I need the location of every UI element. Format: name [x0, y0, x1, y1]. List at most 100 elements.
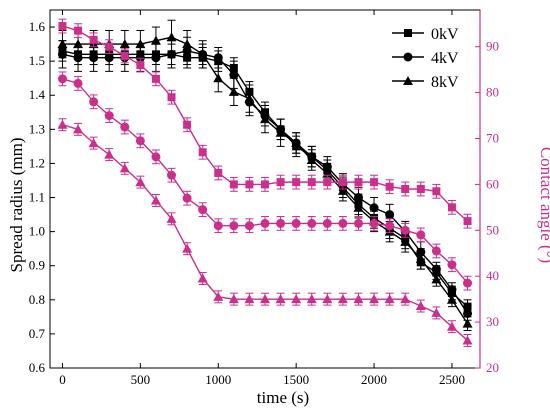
- data-point: [322, 218, 332, 228]
- data-point: [151, 74, 160, 83]
- x-tick-label: 500: [131, 372, 151, 387]
- data-point: [446, 321, 457, 331]
- data-point: [431, 264, 441, 274]
- data-point: [213, 73, 224, 83]
- data-point: [105, 42, 114, 51]
- data-point: [135, 177, 146, 187]
- series-4: [58, 18, 472, 229]
- data-point: [431, 307, 442, 317]
- plot-layer: [57, 18, 473, 347]
- y-axis-right-title: Contact angle (°): [537, 147, 550, 263]
- legend-marker-triangle: [403, 76, 413, 85]
- legend-label-4kv: 4kV: [431, 50, 459, 67]
- data-point: [244, 221, 254, 231]
- data-point: [261, 180, 269, 189]
- data-point: [229, 180, 238, 189]
- data-point: [323, 178, 332, 187]
- data-point: [213, 291, 224, 301]
- x-tick-label: 1000: [205, 372, 231, 387]
- data-point: [276, 218, 286, 228]
- series-6: [57, 118, 473, 347]
- data-point: [244, 294, 255, 304]
- x-tick-label: 1500: [283, 372, 309, 387]
- y-left-tick-label: 0.6: [29, 360, 46, 375]
- x-tick-label: 0: [59, 372, 66, 387]
- y-left-tick-label: 0.7: [29, 326, 46, 341]
- y-left-tick-label: 1.5: [29, 53, 45, 68]
- y-left-tick-label: 0.8: [29, 292, 45, 307]
- data-point: [415, 253, 426, 263]
- data-point: [119, 163, 130, 173]
- data-point: [276, 178, 285, 187]
- data-point: [369, 203, 379, 213]
- y-right-tick-label: 90: [486, 39, 499, 54]
- data-point: [74, 26, 83, 35]
- data-point: [307, 218, 317, 228]
- data-point: [150, 195, 161, 205]
- data-point: [353, 218, 363, 228]
- data-point: [228, 86, 239, 96]
- data-point: [197, 273, 208, 283]
- data-point: [151, 152, 161, 162]
- data-point: [88, 138, 99, 148]
- data-point: [104, 111, 114, 121]
- data-point: [89, 35, 98, 44]
- legend-marker-square: [404, 29, 412, 37]
- data-point: [354, 178, 363, 187]
- data-point: [260, 114, 270, 124]
- data-point: [120, 51, 129, 60]
- x-axis-title: time (s): [257, 388, 309, 407]
- data-point: [338, 218, 348, 228]
- y-right-tick-label: 20: [486, 360, 499, 375]
- data-point: [353, 202, 364, 212]
- data-point: [182, 243, 193, 253]
- y-right-tick-label: 60: [486, 176, 499, 191]
- data-point: [166, 32, 177, 42]
- series-3: [57, 19, 473, 331]
- data-point: [462, 335, 473, 345]
- data-point: [306, 294, 317, 304]
- data-point: [135, 39, 146, 49]
- data-point: [306, 155, 317, 165]
- data-point: [432, 187, 441, 196]
- data-point: [384, 294, 395, 304]
- data-point: [213, 53, 223, 63]
- data-point: [291, 218, 301, 228]
- data-point: [292, 178, 301, 187]
- y-right-tick-label: 70: [486, 131, 499, 146]
- data-point: [151, 53, 161, 63]
- data-point: [275, 294, 286, 304]
- data-point: [119, 39, 130, 49]
- data-point: [198, 205, 208, 215]
- data-point: [338, 178, 347, 187]
- series-5: [57, 71, 473, 291]
- data-point: [166, 213, 177, 223]
- data-point: [385, 182, 394, 191]
- data-point: [400, 225, 410, 235]
- data-point: [57, 119, 68, 129]
- data-point: [244, 93, 255, 103]
- y-left-tick-label: 1.3: [29, 121, 45, 136]
- data-point: [462, 318, 473, 328]
- data-point: [183, 120, 192, 129]
- data-point: [136, 61, 145, 70]
- y-left-tick-label: 1.4: [29, 87, 46, 102]
- data-point: [337, 294, 348, 304]
- data-point: [416, 230, 426, 240]
- axes-layer: 0 500 1000 1500 2000 2500 0.6 0.7 0.8 0.9 1.0 1.1 1.…: [29, 9, 499, 387]
- data-point: [89, 97, 99, 107]
- data-point: [463, 217, 472, 226]
- y-left-tick-label: 1.2: [29, 155, 45, 170]
- data-point: [229, 221, 239, 231]
- data-point: [307, 178, 316, 187]
- y-left-tick-label: 1.1: [29, 190, 45, 205]
- data-point: [275, 127, 286, 137]
- data-point: [446, 294, 457, 304]
- y-right-tick-label: 50: [486, 222, 499, 237]
- data-point: [228, 294, 239, 304]
- data-point: [120, 122, 130, 132]
- data-point: [73, 124, 84, 134]
- data-point: [182, 193, 192, 203]
- data-point: [291, 137, 302, 147]
- data-point: [400, 236, 411, 246]
